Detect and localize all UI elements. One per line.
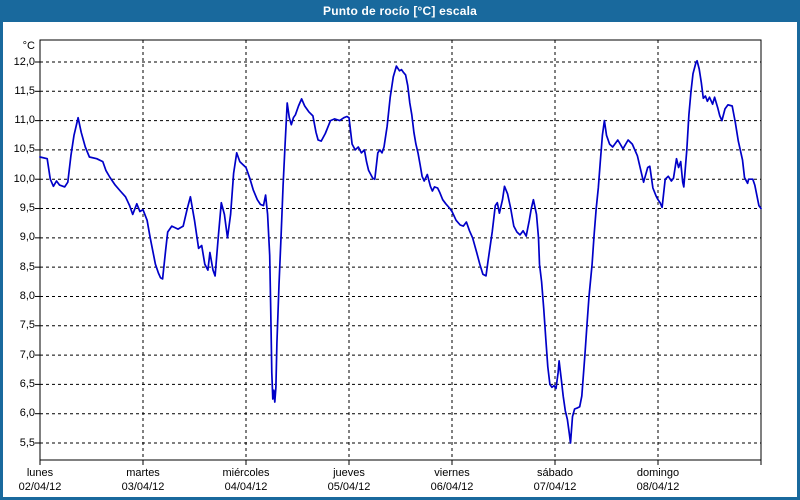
day-name-label: jueves <box>333 467 365 479</box>
y-axis-unit-label: °C <box>22 40 35 52</box>
y-tick-label: 11,5 <box>14 84 35 97</box>
day-date-label: 04/04/12 <box>224 481 268 493</box>
y-tick-label: 10,0 <box>13 172 35 185</box>
day-name-label: miércoles <box>222 467 270 479</box>
day-date-label: 08/04/12 <box>636 481 680 493</box>
window-titlebar: Punto de rocío [°C] escala <box>0 0 800 22</box>
day-name-label: lunes <box>26 467 54 479</box>
y-tick-label: 7,0 <box>19 348 35 361</box>
y-tick-label: 7,5 <box>19 319 35 332</box>
y-tick-label: 9,0 <box>19 231 35 244</box>
y-tick-label: 9,5 <box>19 202 35 215</box>
y-tick-label: 6,0 <box>19 407 35 420</box>
day-name-label: domingo <box>636 467 680 479</box>
y-tick-label: 8,0 <box>19 289 35 302</box>
day-name-label: martes <box>126 467 160 479</box>
y-tick-label: 6,5 <box>19 377 35 390</box>
day-date-label: 03/04/12 <box>121 481 165 493</box>
day-date-label: 06/04/12 <box>430 481 474 493</box>
y-tick-label: 5,5 <box>19 436 35 449</box>
chart-title: Punto de rocío [°C] escala <box>322 4 478 18</box>
y-tick-label: 8,5 <box>19 260 35 273</box>
day-date-label: 02/04/12 <box>18 481 62 493</box>
day-name-label: sábado <box>536 467 574 479</box>
y-tick-label: 11,0 <box>14 114 35 127</box>
day-date-label: 07/04/12 <box>533 481 577 493</box>
day-name-label: viernes <box>434 467 470 479</box>
y-tick-label: 10,5 <box>13 143 35 156</box>
y-tick-label: 12,0 <box>13 55 35 68</box>
day-date-label: 05/04/12 <box>327 481 371 493</box>
